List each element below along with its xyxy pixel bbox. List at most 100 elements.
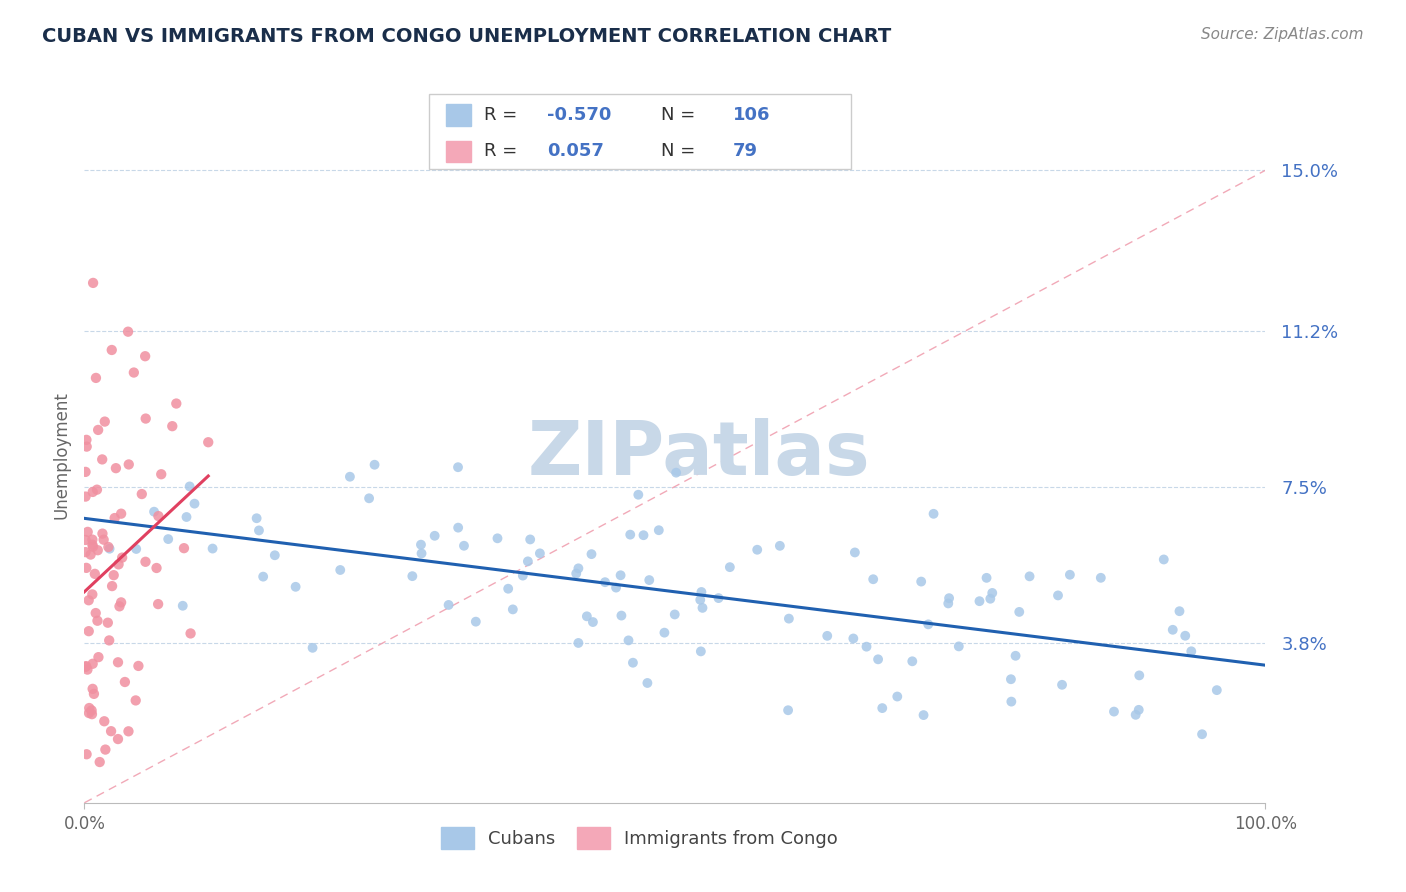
Point: [77, 593, 100, 607]
Text: N =: N =: [661, 106, 700, 124]
Point: [529, 546, 551, 560]
Point: [610, 608, 633, 623]
Point: [100, 343, 122, 357]
Point: [77, 624, 100, 639]
Point: [75, 561, 97, 575]
Point: [979, 591, 1001, 606]
Point: [1161, 623, 1184, 637]
Point: [453, 539, 475, 553]
Point: [82, 681, 104, 696]
Point: [118, 458, 141, 472]
Point: [107, 655, 129, 669]
Point: [75, 433, 97, 447]
Point: [638, 573, 661, 587]
Point: [409, 538, 432, 552]
Point: [104, 511, 127, 525]
Point: [621, 656, 644, 670]
Point: [117, 325, 139, 339]
Point: [143, 505, 166, 519]
Point: [75, 465, 97, 479]
Point: [969, 594, 991, 608]
Point: [486, 531, 509, 545]
Point: [82, 540, 104, 554]
Point: [87, 650, 110, 665]
Point: [519, 533, 541, 547]
Point: [246, 511, 269, 525]
Point: [636, 676, 658, 690]
Text: 79: 79: [733, 143, 758, 161]
Point: [82, 657, 104, 671]
Point: [84, 606, 107, 620]
Text: 0.057: 0.057: [547, 143, 603, 161]
Point: [84, 371, 107, 385]
Point: [1174, 629, 1197, 643]
Point: [582, 615, 605, 629]
Point: [172, 599, 194, 613]
Point: [690, 585, 713, 599]
Point: [605, 581, 627, 595]
Point: [197, 435, 219, 450]
Point: [648, 523, 671, 537]
Point: [146, 597, 169, 611]
Point: [707, 591, 730, 606]
Point: [127, 659, 149, 673]
Point: [91, 452, 114, 467]
Point: [76, 663, 98, 677]
Point: [981, 586, 1004, 600]
Point: [516, 554, 538, 568]
Point: [1059, 567, 1081, 582]
Point: [1000, 695, 1022, 709]
Point: [93, 533, 115, 547]
Text: 106: 106: [733, 106, 770, 124]
Point: [1180, 644, 1202, 658]
Point: [93, 714, 115, 729]
Point: [125, 541, 148, 556]
Point: [176, 510, 198, 524]
Point: [411, 546, 433, 560]
Point: [150, 467, 173, 482]
Point: [75, 490, 97, 504]
Point: [633, 528, 655, 542]
Point: [75, 660, 97, 674]
Point: [110, 507, 132, 521]
Point: [75, 533, 97, 547]
Point: [664, 607, 686, 622]
FancyBboxPatch shape: [446, 141, 471, 161]
Point: [201, 541, 224, 556]
Point: [496, 582, 519, 596]
Point: [464, 615, 486, 629]
Point: [1000, 672, 1022, 686]
Point: [173, 541, 195, 556]
Point: [689, 592, 711, 607]
Point: [162, 419, 184, 434]
Point: [692, 600, 714, 615]
Point: [180, 626, 202, 640]
Point: [769, 539, 792, 553]
Point: [86, 483, 108, 497]
Point: [401, 569, 423, 583]
Point: [922, 507, 945, 521]
Point: [815, 629, 838, 643]
Point: [617, 633, 640, 648]
Point: [593, 575, 616, 590]
Text: R =: R =: [484, 143, 523, 161]
Point: [689, 644, 711, 658]
Point: [1102, 705, 1125, 719]
Point: [82, 276, 104, 290]
Point: [447, 521, 470, 535]
FancyBboxPatch shape: [446, 104, 471, 126]
Point: [131, 487, 153, 501]
Point: [581, 547, 603, 561]
Point: [111, 550, 134, 565]
Point: [134, 349, 156, 363]
Point: [423, 529, 446, 543]
Point: [83, 687, 105, 701]
Point: [1046, 589, 1069, 603]
Point: [94, 742, 117, 756]
Point: [75, 659, 97, 673]
Point: [910, 574, 932, 589]
Point: [89, 755, 111, 769]
Text: N =: N =: [661, 143, 700, 161]
Point: [1125, 707, 1147, 722]
Point: [718, 560, 741, 574]
